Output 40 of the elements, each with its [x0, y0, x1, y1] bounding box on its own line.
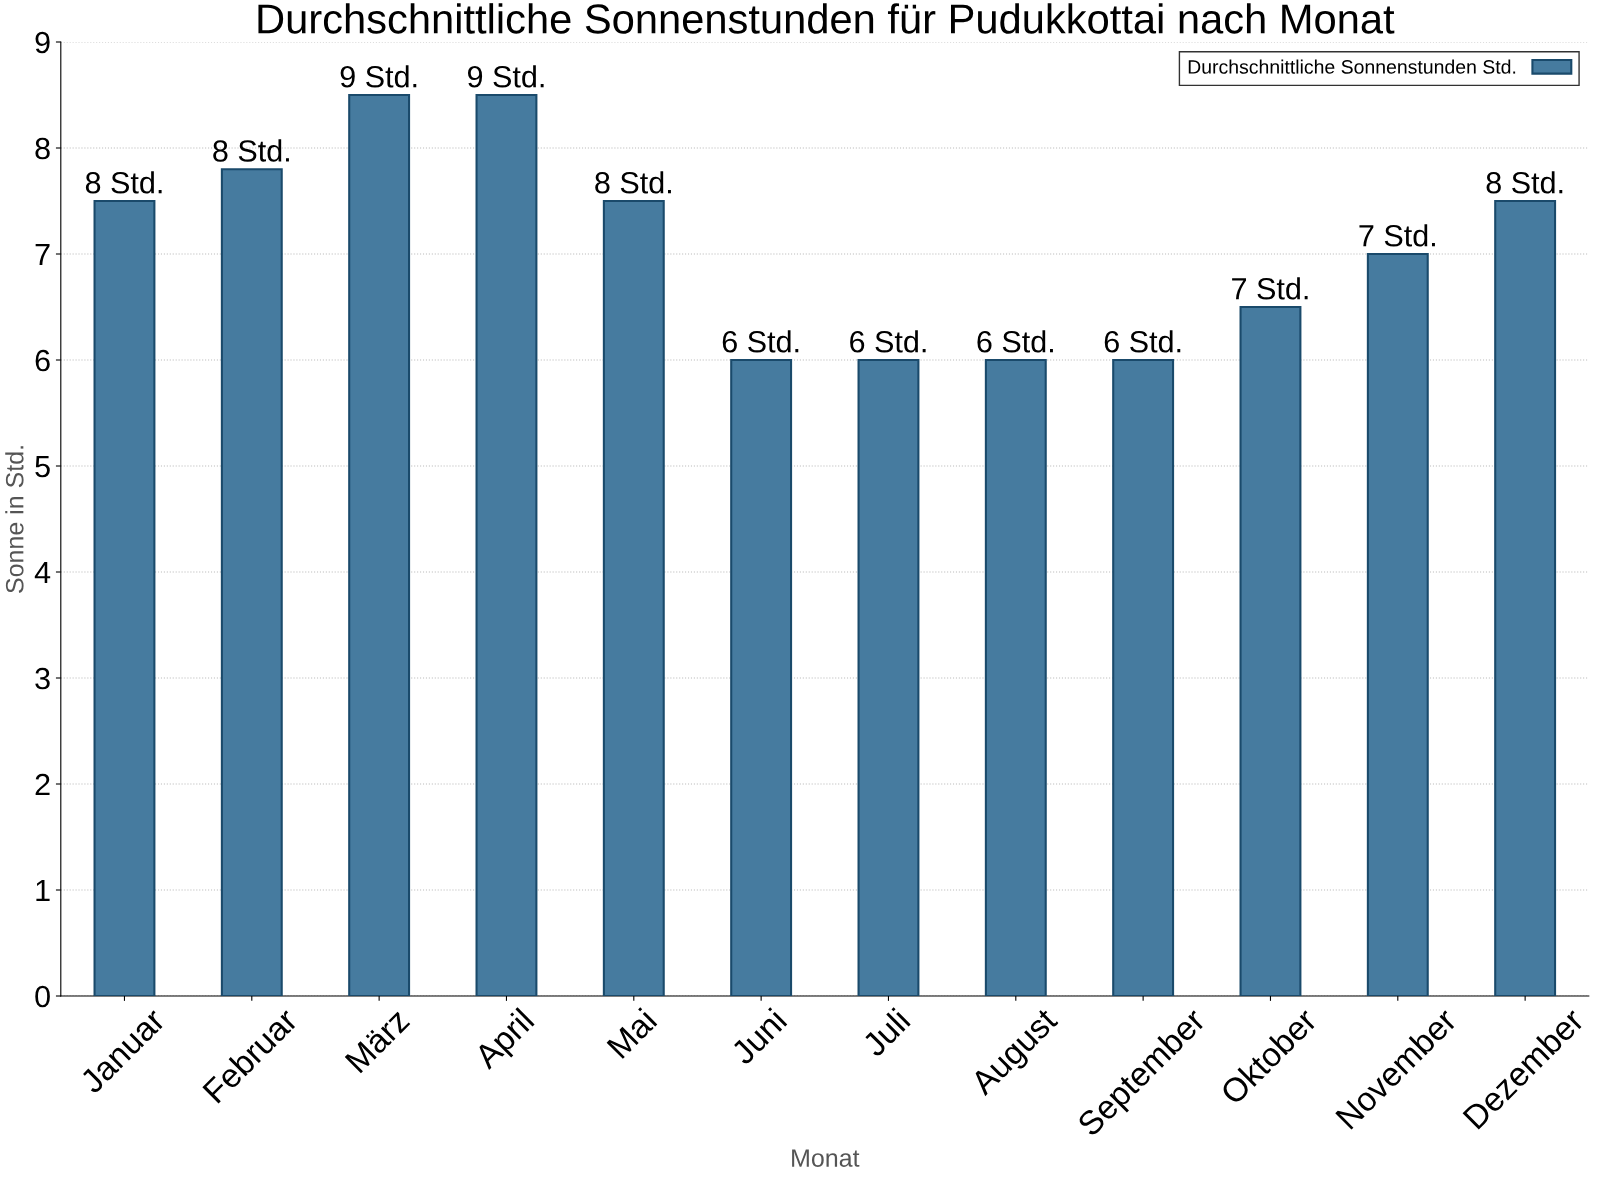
- y-tick-label: 6: [35, 349, 50, 372]
- x-tick-label: Juli: [860, 1007, 911, 1059]
- legend-label: Durchschnittliche Sonnenstunden Std.: [1188, 59, 1516, 74]
- bar: [220, 168, 283, 996]
- data-label: 6 Std.: [850, 330, 926, 353]
- y-tick-label: 1: [36, 880, 50, 902]
- bar: [475, 93, 538, 996]
- bar: [348, 93, 411, 996]
- y-tick-label: 2: [35, 773, 50, 796]
- bar: [1112, 358, 1175, 996]
- bar: [93, 199, 156, 996]
- x-axis-title: Monat: [792, 1149, 860, 1167]
- data-label: 6 Std.: [722, 330, 799, 353]
- y-tick-label: 7: [35, 244, 50, 266]
- y-tick-label: 8: [35, 137, 50, 160]
- data-label: 8 Std.: [595, 171, 671, 194]
- bar: [730, 358, 793, 996]
- bar: [1366, 252, 1429, 996]
- chart-title: Durchschnittliche Sonnenstunden für Pudukkottai nach Monat: [258, 3, 1395, 34]
- data-label: 6 Std.: [1104, 330, 1181, 353]
- data-label: 7 Std.: [1232, 277, 1308, 300]
- y-tick-label: 9: [35, 31, 50, 54]
- bar: [602, 199, 665, 996]
- y-tick-label: 0: [35, 985, 50, 1008]
- bar: [857, 358, 920, 996]
- data-label: 8 Std.: [213, 139, 289, 162]
- bar: [984, 358, 1047, 996]
- bar: [1239, 305, 1302, 996]
- y-axis-title: Sonne in Std.: [5, 446, 24, 593]
- data-label: 8 Std.: [85, 171, 162, 194]
- data-label: 9 Std.: [340, 65, 417, 88]
- y-tick-label: 5: [35, 456, 50, 478]
- data-label: 9 Std.: [467, 65, 544, 88]
- data-label: 6 Std.: [977, 330, 1053, 353]
- y-tick-label: 3: [35, 667, 50, 690]
- bar: [1494, 199, 1557, 996]
- x-tick-label: Mai: [605, 1007, 658, 1060]
- data-label: 7 Std.: [1359, 224, 1435, 247]
- data-label: 8 Std.: [1486, 171, 1563, 194]
- y-tick-label: 4: [34, 562, 51, 584]
